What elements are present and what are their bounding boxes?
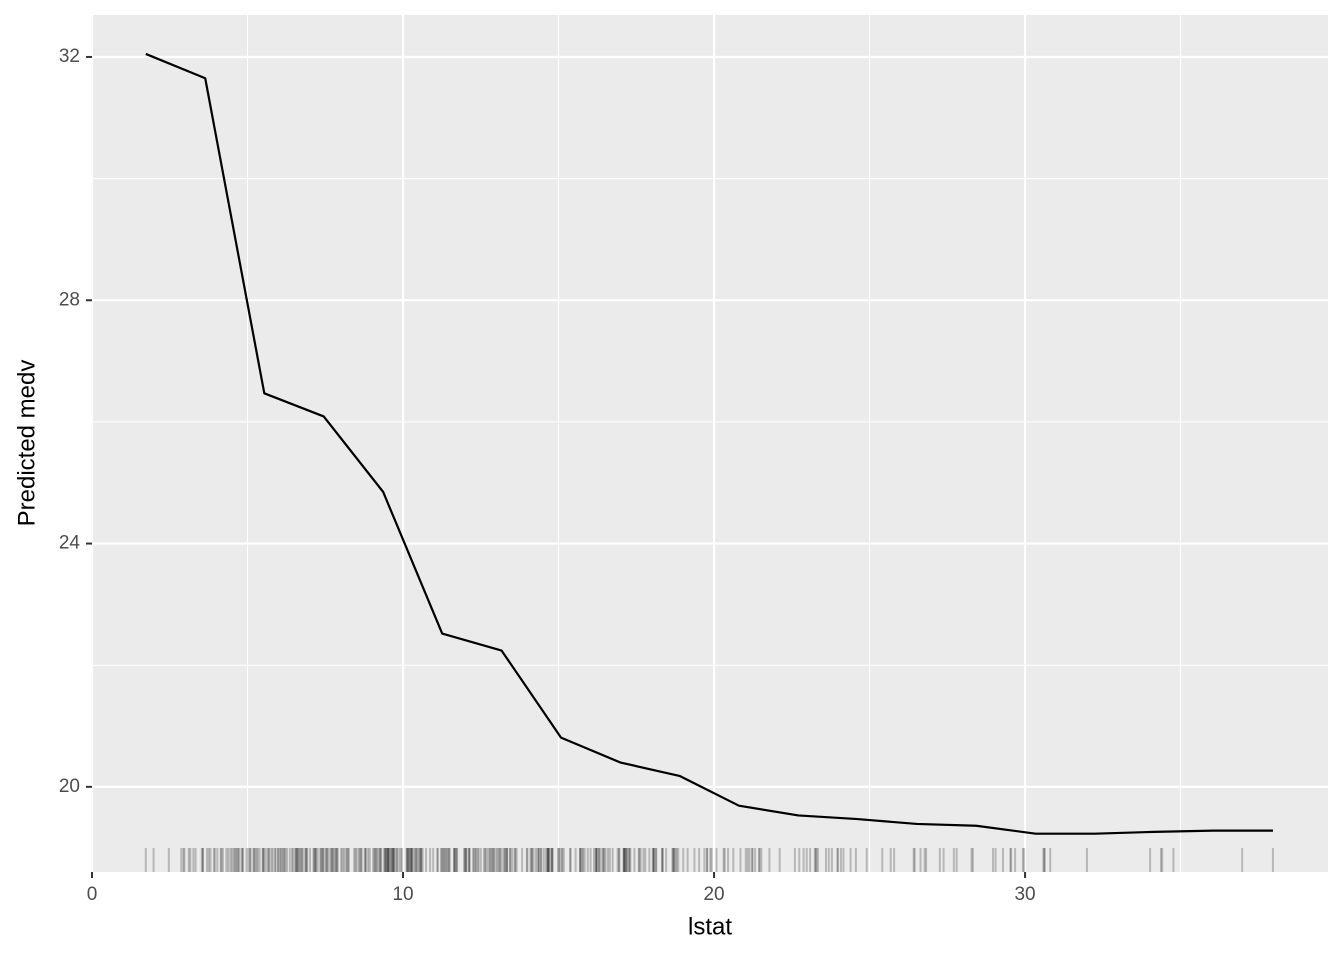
y-axis-title: Predicted medv bbox=[13, 360, 40, 527]
panel bbox=[92, 15, 1328, 872]
x-tick-label: 20 bbox=[703, 884, 724, 905]
grid bbox=[90, 15, 1328, 872]
axes: 0 10 20 30 20 24 28 32 bbox=[59, 46, 1036, 905]
y-tick-label: 24 bbox=[59, 533, 81, 554]
x-tick-label: 10 bbox=[392, 884, 413, 905]
y-tick-label: 28 bbox=[59, 289, 80, 310]
x-tick-label: 30 bbox=[1014, 884, 1035, 905]
marks bbox=[144, 52, 1274, 872]
y-tick-label: 20 bbox=[59, 776, 80, 797]
x-tick-label: 0 bbox=[87, 884, 98, 905]
y-tick-label: 32 bbox=[59, 46, 80, 67]
line bbox=[145, 52, 1273, 835]
x-axis-title: lstat bbox=[688, 913, 732, 940]
